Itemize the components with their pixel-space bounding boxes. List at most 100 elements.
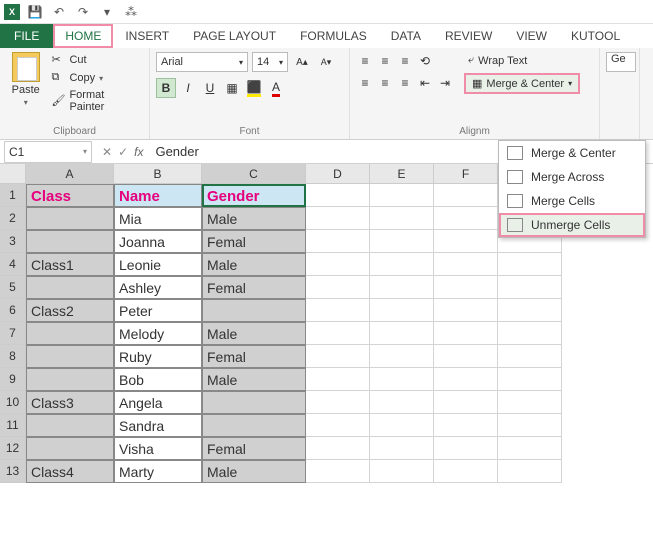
cell-f6[interactable] — [434, 299, 498, 322]
font-size-select[interactable]: 14▾ — [252, 52, 288, 72]
row-header-9[interactable]: 9 — [0, 368, 26, 391]
redo-icon[interactable]: ↷ — [74, 3, 92, 21]
cell-e10[interactable] — [370, 391, 434, 414]
cell-g5[interactable] — [498, 276, 562, 299]
cell-f11[interactable] — [434, 414, 498, 437]
row-header-8[interactable]: 8 — [0, 345, 26, 368]
merge-center-button[interactable]: ▦Merge & Center▾ — [464, 73, 580, 94]
cell-g6[interactable] — [498, 299, 562, 322]
cell-a11[interactable] — [26, 414, 114, 437]
cell-a13[interactable]: Class4 — [26, 460, 114, 483]
cell-f4[interactable] — [434, 253, 498, 276]
cell-a6[interactable]: Class2 — [26, 299, 114, 322]
cell-e7[interactable] — [370, 322, 434, 345]
bold-button[interactable]: B — [156, 78, 176, 98]
copy-button[interactable]: ⧉Copy▾ — [49, 70, 143, 86]
cell-e3[interactable] — [370, 230, 434, 253]
cell-b5[interactable]: Ashley — [114, 276, 202, 299]
cell-e8[interactable] — [370, 345, 434, 368]
cell-b1[interactable]: Name — [114, 184, 202, 207]
number-format-select[interactable]: Ge — [606, 52, 636, 72]
fx-icon[interactable]: fx — [134, 145, 149, 159]
cell-c7[interactable]: Male — [202, 322, 306, 345]
tab-kutools[interactable]: KUTOOL — [559, 24, 632, 48]
cell-d13[interactable] — [306, 460, 370, 483]
cancel-formula-icon[interactable]: ✕ — [102, 145, 112, 159]
cell-b3[interactable]: Joanna — [114, 230, 202, 253]
tab-review[interactable]: REVIEW — [433, 24, 504, 48]
cell-e11[interactable] — [370, 414, 434, 437]
tab-home[interactable]: HOME — [53, 24, 113, 48]
row-header-10[interactable]: 10 — [0, 391, 26, 414]
qat-more-icon[interactable]: ▾ — [98, 3, 116, 21]
cell-d9[interactable] — [306, 368, 370, 391]
cell-c1[interactable]: Gender — [202, 184, 306, 207]
cell-d10[interactable] — [306, 391, 370, 414]
cell-e13[interactable] — [370, 460, 434, 483]
cell-a12[interactable] — [26, 437, 114, 460]
align-right-button[interactable]: ≡ — [396, 74, 414, 92]
cell-e5[interactable] — [370, 276, 434, 299]
cell-f12[interactable] — [434, 437, 498, 460]
col-header-f[interactable]: F — [434, 164, 498, 184]
row-header-7[interactable]: 7 — [0, 322, 26, 345]
col-header-c[interactable]: C — [202, 164, 306, 184]
format-painter-button[interactable]: 🖌Format Painter — [49, 88, 143, 114]
select-all-corner[interactable] — [0, 164, 26, 184]
cell-e9[interactable] — [370, 368, 434, 391]
cell-b8[interactable]: Ruby — [114, 345, 202, 368]
cell-a2[interactable] — [26, 207, 114, 230]
cell-g12[interactable] — [498, 437, 562, 460]
cell-b12[interactable]: Visha — [114, 437, 202, 460]
tab-view[interactable]: VIEW — [504, 24, 559, 48]
cell-a3[interactable] — [26, 230, 114, 253]
align-left-button[interactable]: ≡ — [356, 74, 374, 92]
cell-g8[interactable] — [498, 345, 562, 368]
cell-c13[interactable]: Male — [202, 460, 306, 483]
cell-e4[interactable] — [370, 253, 434, 276]
merge-center-item[interactable]: Merge & Center — [499, 141, 645, 165]
cell-d7[interactable] — [306, 322, 370, 345]
cell-d11[interactable] — [306, 414, 370, 437]
decrease-indent-button[interactable]: ⇤ — [416, 74, 434, 92]
row-header-11[interactable]: 11 — [0, 414, 26, 437]
cell-g7[interactable] — [498, 322, 562, 345]
cell-b10[interactable]: Angela — [114, 391, 202, 414]
cell-d4[interactable] — [306, 253, 370, 276]
cell-f7[interactable] — [434, 322, 498, 345]
row-header-3[interactable]: 3 — [0, 230, 26, 253]
cell-c10[interactable] — [202, 391, 306, 414]
name-box[interactable]: C1▾ — [4, 141, 92, 163]
cell-g9[interactable] — [498, 368, 562, 391]
cell-f2[interactable] — [434, 207, 498, 230]
cell-f5[interactable] — [434, 276, 498, 299]
cell-d6[interactable] — [306, 299, 370, 322]
cell-b13[interactable]: Marty — [114, 460, 202, 483]
cell-b6[interactable]: Peter — [114, 299, 202, 322]
tab-formulas[interactable]: FORMULAS — [288, 24, 379, 48]
cell-e6[interactable] — [370, 299, 434, 322]
cell-a1[interactable]: Class — [26, 184, 114, 207]
row-header-5[interactable]: 5 — [0, 276, 26, 299]
underline-button[interactable]: U — [200, 78, 220, 98]
cell-c9[interactable]: Male — [202, 368, 306, 391]
italic-button[interactable]: I — [178, 78, 198, 98]
row-header-13[interactable]: 13 — [0, 460, 26, 483]
save-icon[interactable]: 💾 — [26, 3, 44, 21]
cell-b11[interactable]: Sandra — [114, 414, 202, 437]
cell-c6[interactable] — [202, 299, 306, 322]
cell-g10[interactable] — [498, 391, 562, 414]
cell-d12[interactable] — [306, 437, 370, 460]
tab-file[interactable]: FILE — [0, 24, 53, 48]
cell-c4[interactable]: Male — [202, 253, 306, 276]
qat-tree-icon[interactable]: ⁂ — [122, 3, 140, 21]
tab-page-layout[interactable]: PAGE LAYOUT — [181, 24, 288, 48]
cell-c12[interactable]: Femal — [202, 437, 306, 460]
cell-a8[interactable] — [26, 345, 114, 368]
font-color-button[interactable]: A — [266, 78, 286, 98]
align-bottom-button[interactable]: ≡ — [396, 52, 414, 70]
merge-across-item[interactable]: Merge Across — [499, 165, 645, 189]
cell-g11[interactable] — [498, 414, 562, 437]
cell-f9[interactable] — [434, 368, 498, 391]
col-header-b[interactable]: B — [114, 164, 202, 184]
